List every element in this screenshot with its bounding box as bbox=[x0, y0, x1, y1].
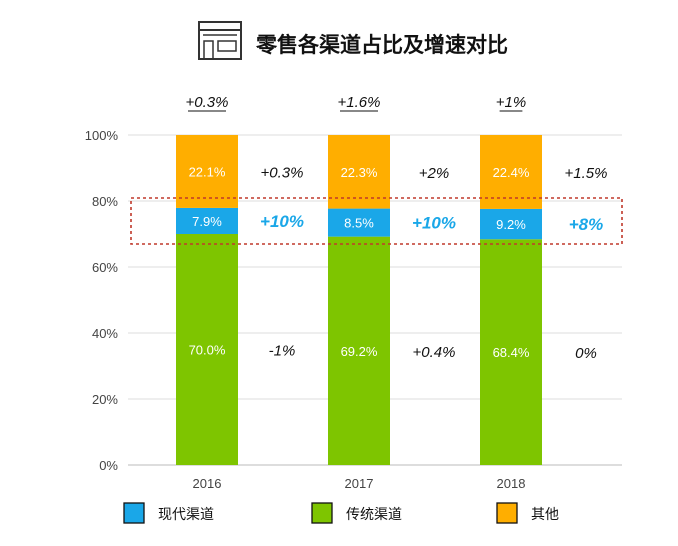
legend-label-traditional: 传统渠道 bbox=[346, 507, 402, 523]
x-axis-ticks: 2016 2017 2018 bbox=[193, 476, 526, 491]
growth-label-other: +2% bbox=[419, 165, 449, 182]
bar-segment-modern bbox=[176, 207, 238, 234]
growth-label-modern: +10% bbox=[412, 214, 456, 233]
chart-title-group: 零售各渠道占比及增速对比 bbox=[198, 21, 508, 60]
growth-label-other: +1.5% bbox=[565, 165, 608, 182]
legend-swatch-other bbox=[496, 502, 518, 524]
x-tick-label: 2018 bbox=[497, 476, 526, 491]
bar-segment-other bbox=[328, 135, 390, 209]
segment-label-other: 22.1% bbox=[189, 164, 226, 179]
modern-channel-highlight-box bbox=[130, 197, 623, 245]
growth-label-other: +0.3% bbox=[261, 164, 304, 181]
store-icon bbox=[198, 21, 242, 60]
y-tick-label: 0% bbox=[99, 458, 118, 473]
segment-label-traditional: 68.4% bbox=[493, 345, 530, 360]
segment-label-other: 22.3% bbox=[341, 165, 378, 180]
y-axis-ticks: 0% 20% 40% 60% 80% 100% bbox=[85, 128, 119, 473]
bar-segment-other bbox=[176, 135, 238, 208]
bar-segment-traditional bbox=[328, 236, 390, 465]
y-tick-label: 40% bbox=[92, 326, 118, 341]
segment-label-traditional: 69.2% bbox=[341, 344, 378, 359]
growth-label-traditional: +0.4% bbox=[413, 344, 456, 361]
segment-label-traditional: 70.0% bbox=[189, 343, 226, 358]
growth-label-modern: +10% bbox=[260, 212, 304, 231]
total-growth-label: +0.3% bbox=[186, 94, 229, 111]
chart-title: 零售各渠道占比及增速对比 bbox=[255, 33, 508, 57]
y-tick-label: 60% bbox=[92, 260, 118, 275]
y-tick-label: 20% bbox=[92, 392, 118, 407]
legend-swatch-traditional bbox=[311, 502, 333, 524]
segment-label-modern: 7.9% bbox=[192, 214, 222, 229]
y-tick-label: 80% bbox=[92, 194, 118, 209]
bar-segment-other bbox=[480, 135, 542, 209]
growth-annotations: -1% +10% +0.3% +0.3% +0.4% +10% +2% +1.6% 0% +8% +… bbox=[186, 94, 608, 362]
segment-label-modern: 9.2% bbox=[496, 217, 526, 232]
total-growth-label: +1% bbox=[496, 94, 526, 111]
bar-segment-modern bbox=[480, 208, 542, 240]
segment-label-other: 22.4% bbox=[493, 165, 530, 180]
x-tick-label: 2016 bbox=[193, 476, 222, 491]
bar-segment-traditional bbox=[480, 239, 542, 465]
y-tick-label: 100% bbox=[85, 128, 119, 143]
legend-label-other: 其他 bbox=[531, 507, 559, 523]
legend: 现代渠道 传统渠道 其他 bbox=[123, 502, 559, 524]
legend-label-modern: 现代渠道 bbox=[158, 507, 214, 523]
bars: 70.0% 7.9% 22.1% 69.2% 8.5% 22.3% 68.4% 9.2% 22.… bbox=[176, 135, 542, 465]
total-growth-label: +1.6% bbox=[338, 94, 381, 111]
growth-label-traditional: 0% bbox=[575, 345, 597, 362]
segment-label-modern: 8.5% bbox=[344, 216, 374, 231]
growth-label-modern: +8% bbox=[569, 215, 604, 234]
bar-segment-modern bbox=[328, 208, 390, 237]
bar-segment-traditional bbox=[176, 234, 238, 465]
growth-label-traditional: -1% bbox=[269, 343, 296, 360]
legend-swatch-modern bbox=[123, 502, 145, 524]
x-tick-label: 2017 bbox=[345, 476, 374, 491]
